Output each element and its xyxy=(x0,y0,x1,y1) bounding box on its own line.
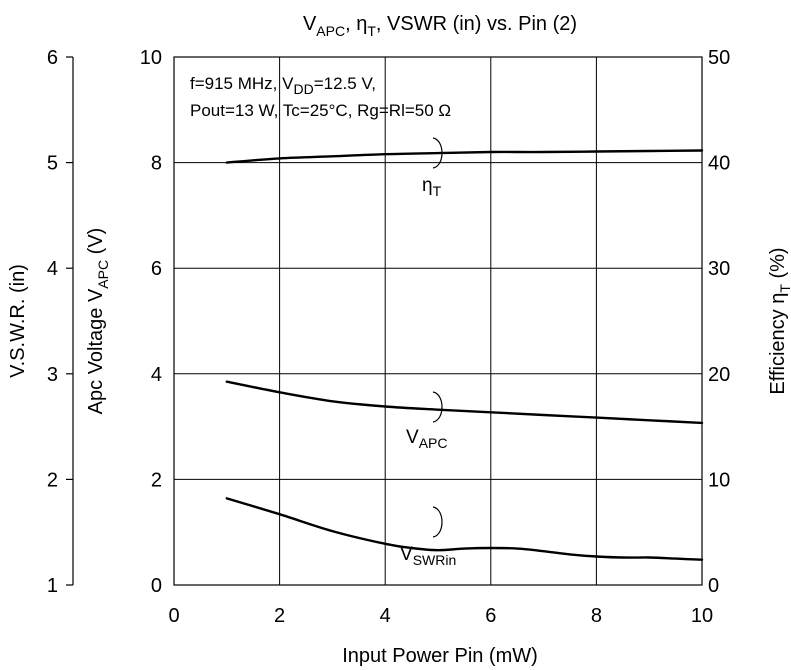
series-marker-vswr xyxy=(432,506,443,538)
efficiency-axis-ticks: 0 10 20 30 40 50 xyxy=(708,47,730,597)
x-axis-ticks: 0 2 4 6 8 10 xyxy=(168,605,713,627)
vswr-tick-label: 6 xyxy=(47,47,58,69)
series-line-vapc xyxy=(225,380,704,425)
efficiency-tick-label: 20 xyxy=(708,364,730,386)
apc-tick-label: 6 xyxy=(151,258,162,280)
x-tick-label: 0 xyxy=(168,605,179,627)
apc-tick-label: 2 xyxy=(151,469,162,491)
vswr-tick-label: 3 xyxy=(47,364,58,386)
x-axis-label: Input Power Pin (mW) xyxy=(342,645,538,667)
efficiency-tick-label: 50 xyxy=(708,47,730,69)
apc-axis-label: Apc Voltage VAPC (V) xyxy=(85,228,111,415)
vswr-tick-label: 2 xyxy=(47,469,58,491)
apc-tick-label: 0 xyxy=(151,575,162,597)
x-tick-label: 2 xyxy=(274,605,285,627)
vswr-axis-ticks: 1 2 3 4 5 6 xyxy=(47,47,73,597)
vswr-tick-label: 1 xyxy=(47,575,58,597)
efficiency-tick-label: 40 xyxy=(708,153,730,175)
series-line-efficiency xyxy=(225,149,704,164)
apc-tick-label: 4 xyxy=(151,364,162,386)
series-label-efficiency: ηT xyxy=(422,175,442,199)
efficiency-tick-label: 30 xyxy=(708,258,730,280)
plot-frame xyxy=(173,56,703,586)
conditions-line-1: f=915 MHz, VDD=12.5 V, xyxy=(190,74,376,97)
series-label-vswr: VSWRin xyxy=(400,544,456,568)
efficiency-axis-label: Efficiency ηT (%) xyxy=(767,247,791,394)
series-line-vswr xyxy=(225,497,704,561)
x-tick-label: 6 xyxy=(485,605,496,627)
vswr-tick-label: 4 xyxy=(47,258,58,280)
x-tick-label: 4 xyxy=(380,605,391,627)
series-marker-efficiency xyxy=(432,137,443,169)
apc-tick-label: 10 xyxy=(140,47,162,69)
apc-tick-label: 8 xyxy=(151,153,162,175)
series-label-vapc: VAPC xyxy=(406,427,447,451)
vswr-tick-label: 5 xyxy=(47,153,58,175)
series-marker-vapc xyxy=(432,391,443,423)
chart-title: VAPC, ηT, VSWR (in) vs. Pin (2) xyxy=(303,13,577,39)
apc-axis-ticks: 0 2 4 6 8 10 xyxy=(140,47,162,597)
conditions-line-2: Pout=13 W, Tc=25°C, Rg=Rl=50 Ω xyxy=(190,101,451,120)
x-tick-label: 10 xyxy=(691,605,713,627)
efficiency-tick-label: 10 xyxy=(708,469,730,491)
vswr-axis-label: V.S.W.R. (in) xyxy=(7,264,29,378)
efficiency-tick-label: 0 xyxy=(708,575,719,597)
x-tick-label: 8 xyxy=(591,605,602,627)
